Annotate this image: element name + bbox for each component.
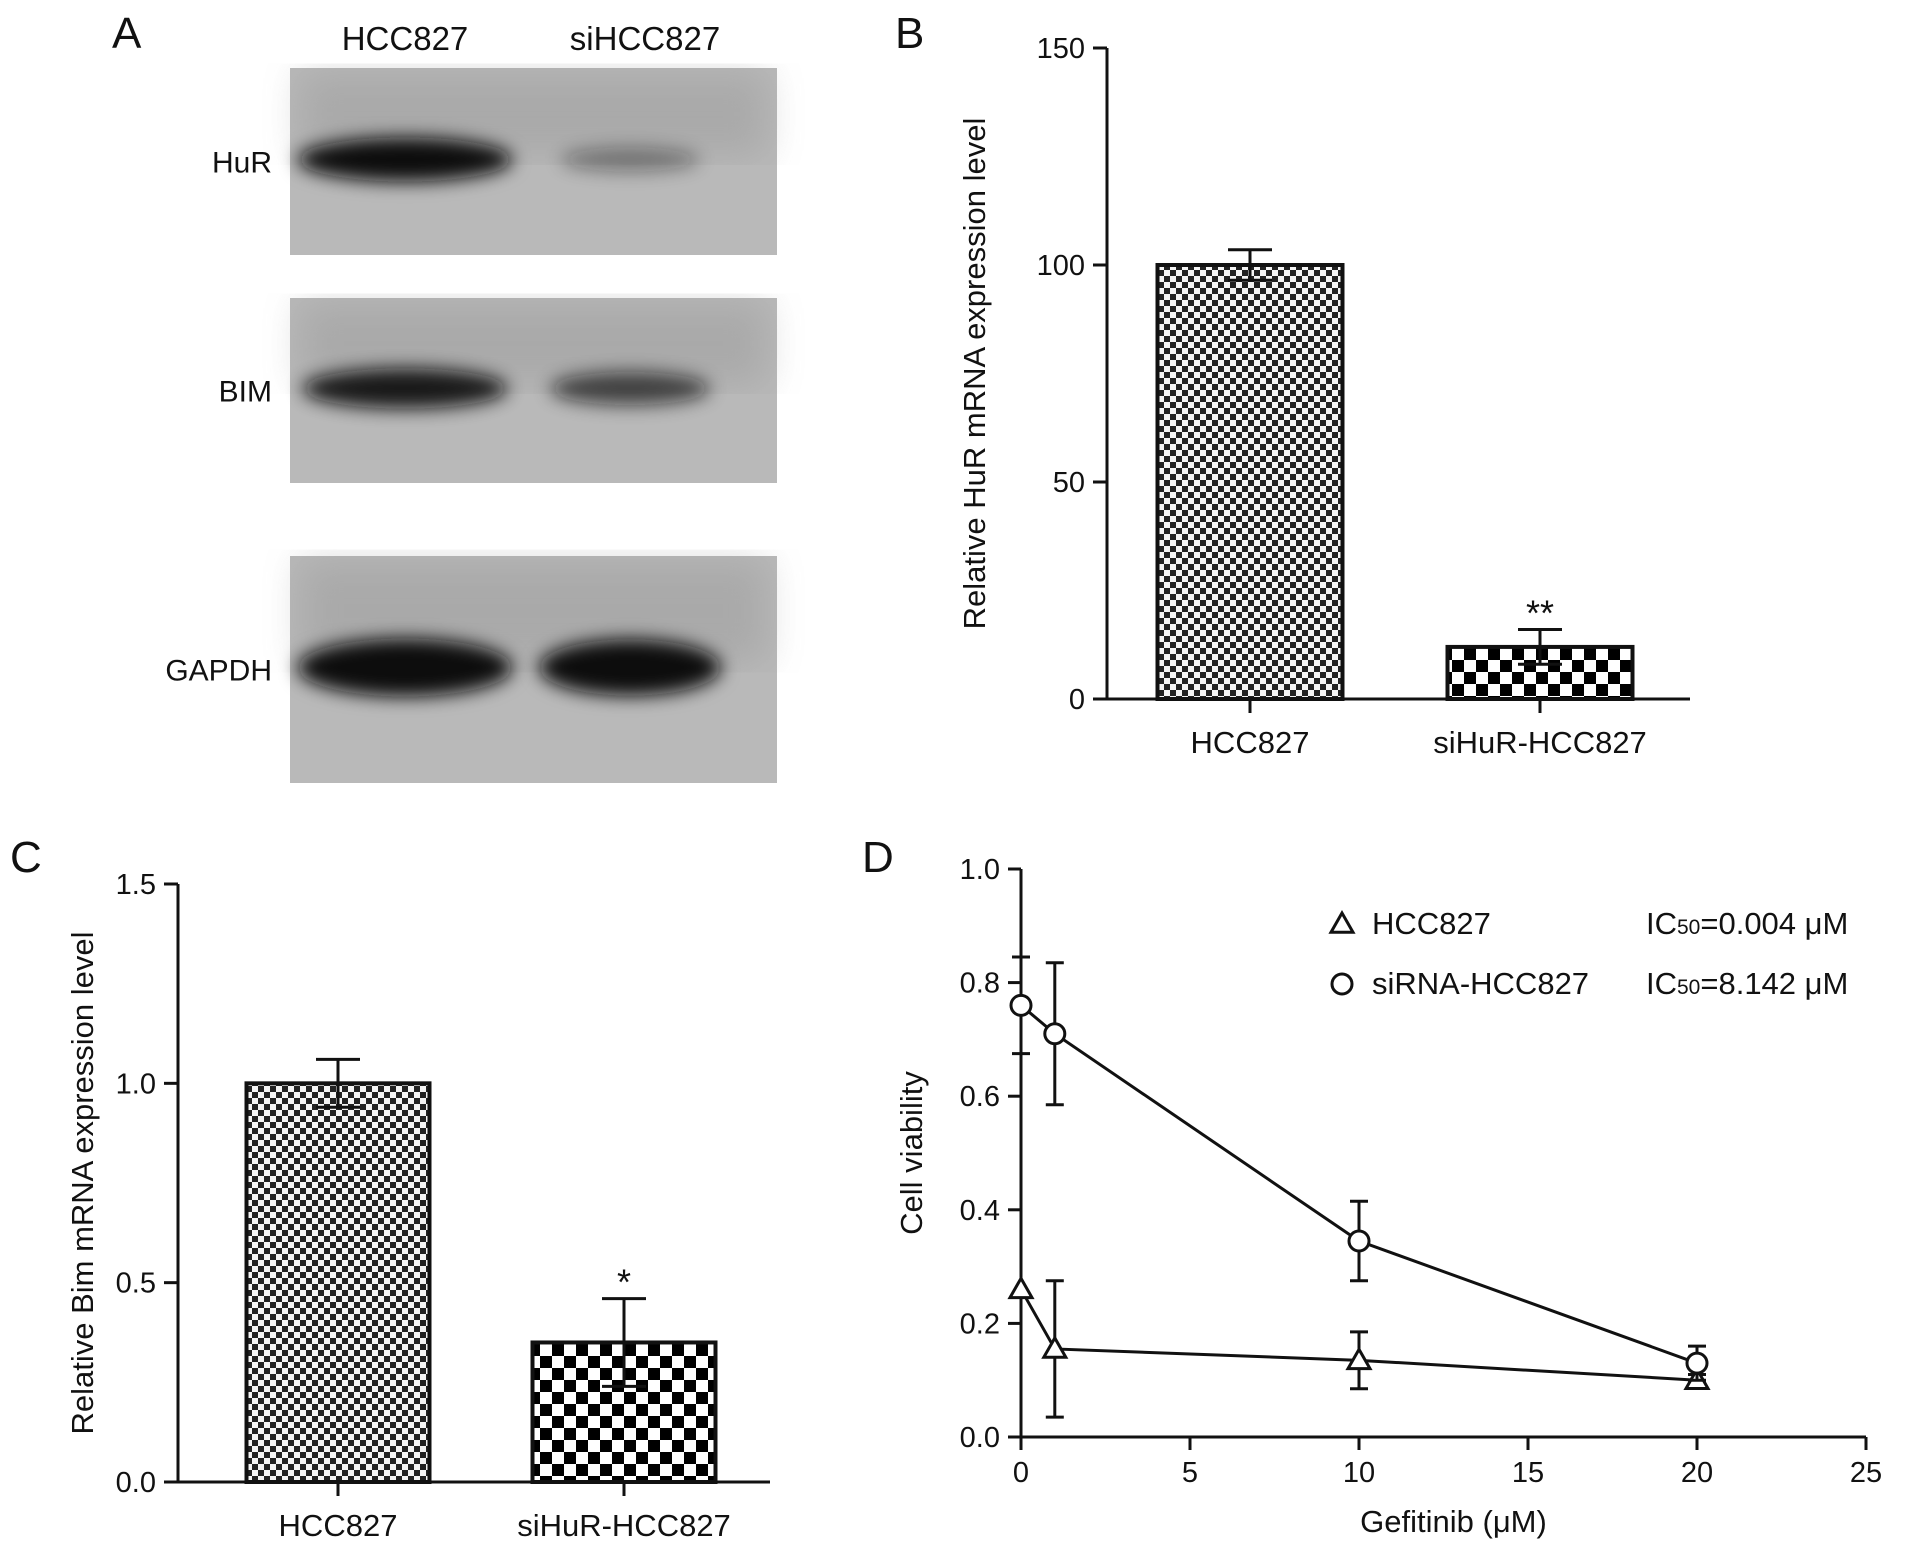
panel-letter-b: B [895,9,924,58]
x-category-label: HCC827 [1191,725,1310,760]
blot-row-label: HuR [212,147,272,180]
series-hcc827 [1007,1275,1711,1419]
data-point [1009,993,1033,1017]
blot-row-label: BIM [219,376,272,409]
y-tick-label: 1.5 [116,869,156,901]
series-sirna-hcc827 [1009,955,1709,1382]
series-line [1019,1288,1698,1382]
y-tick-label: 0.4 [960,1195,1000,1227]
legend-ic50: IC50=8.142 μM [1646,966,1848,1001]
y-tick-label: 1.0 [960,854,1000,886]
data-point [1345,1346,1373,1371]
bar-hcc827 [244,1081,432,1485]
series-line [1020,1004,1698,1365]
legend-ic50: IC50=0.004 μM [1646,906,1848,941]
y-tick-label: 0.8 [960,968,1000,1000]
y-tick-label: 0.5 [116,1268,156,1300]
legend-series-name: siRNA-HCC827 [1372,966,1589,1001]
y-tick-label: 0.0 [960,1422,1000,1454]
x-axis-title: Gefitinib (μM) [1360,1504,1547,1539]
legend-marker [1330,972,1354,996]
x-tick-label: 15 [1512,1457,1544,1489]
data-point [1043,1022,1067,1046]
blot-row-label: GAPDH [165,655,272,688]
x-tick-label: 20 [1681,1457,1713,1489]
blot-row-gapdh: GAPDH [165,556,777,783]
panel-b-chart: B 0 50 100 150 Relative HuR mRNA expression l… [895,9,1690,760]
western-blot-panel: A HCC827 siHCC827 HuR BIM GAPDH [112,9,777,783]
y-tick-label: 150 [1037,33,1085,65]
y-axis-title: Relative HuR mRNA expression level [957,118,992,630]
x-category-label: HCC827 [279,1508,398,1543]
data-point [1041,1334,1069,1359]
x-tick-label: 25 [1850,1457,1882,1489]
lane-label-sihcc827: siHCC827 [570,20,720,57]
bar-hcc827 [1155,263,1345,701]
y-tick-label: 50 [1053,467,1085,499]
legend-series-name: HCC827 [1372,906,1491,941]
y-tick-label: 100 [1037,250,1085,282]
panel-c-chart: C 0.0 0.5 1.0 1.5 Relative Bim mRNA expressio… [10,833,770,1543]
blot-band-hcc827 [297,638,513,697]
panel-letter-d: D [862,833,894,882]
y-tick-label: 0 [1069,684,1085,716]
x-tick-label: 10 [1343,1457,1375,1489]
data-point [1347,1229,1371,1253]
data-point [1007,1275,1035,1300]
blot-band-sihcc827 [560,147,700,172]
y-axis-title: Relative Bim mRNA expression level [65,931,100,1434]
blot-band-hcc827 [297,137,513,182]
lane-label-hcc827: HCC827 [342,20,469,57]
blot-band-sihcc827 [549,371,711,406]
y-tick-label: 1.0 [116,1068,156,1100]
panel-letter-a: A [112,9,142,58]
significance-marker: * [617,1262,631,1303]
y-tick-label: 0.6 [960,1081,1000,1113]
data-point [1685,1351,1709,1375]
x-tick-label: 0 [1013,1457,1029,1489]
x-category-label: siHuR-HCC827 [1433,725,1647,760]
x-tick-label: 5 [1182,1457,1198,1489]
x-category-label: siHuR-HCC827 [517,1508,731,1543]
legend-marker [1328,909,1356,934]
legend: HCC827 IC50=0.004 μM siRNA-HCC827 IC50=8.14… [1328,906,1848,1001]
panel-d-chart: D 0.0 0.2 0.4 0.6 0.8 1.0 0 5 10 15 20 25 Gefitinib (… [862,833,1882,1539]
significance-marker: ** [1526,593,1554,634]
blot-band-sihcc827 [538,639,722,696]
y-tick-label: 0.0 [116,1467,156,1499]
blot-row-hur: HuR [212,68,777,255]
blot-row-bim: BIM [219,298,777,483]
y-axis-title: Cell viability [894,1071,929,1235]
panel-letter-c: C [10,833,42,882]
y-tick-label: 0.2 [960,1308,1000,1340]
blot-band-hcc827 [302,368,508,409]
